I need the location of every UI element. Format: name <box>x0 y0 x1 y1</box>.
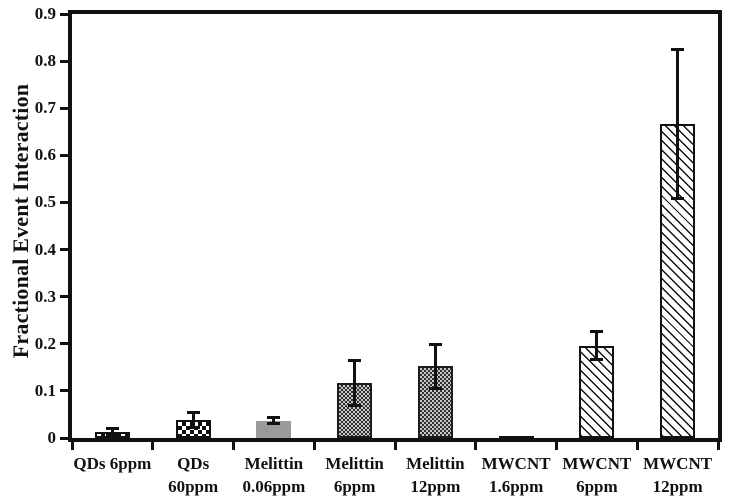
error-bar <box>191 412 195 429</box>
x-category-label-melittin-0-06ppm: Melittin 0.06ppm <box>242 454 306 496</box>
error-bar <box>110 428 114 436</box>
y-tick-label: 0.9 <box>34 4 56 23</box>
x-category-label-qds-6ppm: QDs 6ppm <box>73 454 152 473</box>
bar-mwcnt-1-6ppm <box>498 436 534 438</box>
x-category-label-mwcnt-1-6ppm: MWCNT 1.6ppm <box>481 454 551 496</box>
x-tick-mark <box>635 442 639 450</box>
plot-frame <box>68 10 722 442</box>
y-tick-mark <box>60 389 68 393</box>
y-tick-label: 0.4 <box>34 239 56 259</box>
y-tick-label: 0.3 <box>34 286 56 306</box>
error-bar-top-cap <box>105 427 119 431</box>
x-tick-mark <box>312 442 316 450</box>
x-category-label-mwcnt-6ppm: MWCNT 6ppm <box>562 454 632 496</box>
x-category-label-melittin-6ppm: Melittin 6ppm <box>325 454 384 496</box>
error-bar-top-cap <box>186 411 200 415</box>
error-bar-bottom-cap <box>105 433 119 437</box>
error-bar-bottom-cap <box>590 358 604 362</box>
y-tick-mark <box>60 200 68 204</box>
error-bar <box>272 416 276 425</box>
y-tick-label: 0.6 <box>34 145 56 165</box>
error-bar-bottom-cap <box>348 403 362 407</box>
error-bar-top-cap <box>590 330 604 334</box>
error-bar <box>433 344 437 389</box>
y-tick-mark <box>60 295 68 299</box>
x-tick-mark <box>555 442 558 450</box>
y-tick-label: 0.8 <box>34 51 56 71</box>
y-tick-mark <box>60 12 68 16</box>
error-bar-bottom-cap <box>671 196 685 200</box>
x-tick-mark <box>232 442 235 450</box>
y-tick-label: 0.7 <box>34 98 56 118</box>
y-tick-label: 0.5 <box>34 192 56 212</box>
x-tick-mark <box>70 442 74 450</box>
error-bar-top-cap <box>348 358 362 362</box>
error-bar-bottom-cap <box>186 426 200 430</box>
y-axis-title: Fractional Event Interaction <box>8 83 33 359</box>
error-bar-top-cap <box>428 343 442 347</box>
y-tick-mark <box>60 248 68 252</box>
y-tick-mark <box>60 342 68 346</box>
x-tick-mark <box>716 442 720 450</box>
error-bar <box>353 359 357 406</box>
error-bar-bottom-cap <box>428 386 442 390</box>
x-tick-mark <box>474 442 478 450</box>
x-category-label-melittin-12ppm: Melittin 12ppm <box>406 454 465 496</box>
error-bar-top-cap <box>671 47 685 51</box>
x-tick-mark <box>151 442 155 450</box>
x-category-label-qds-60ppm: QDs 60ppm <box>168 454 219 496</box>
y-tick-mark <box>60 106 68 110</box>
error-bar <box>595 331 599 361</box>
error-bar-top-cap <box>267 415 281 419</box>
error-bar <box>676 48 680 199</box>
y-tick-label: 0.2 <box>34 333 56 353</box>
y-tick-label: 0 <box>47 428 57 447</box>
y-tick-mark <box>60 436 68 440</box>
error-bar-bottom-cap <box>267 422 281 426</box>
y-tick-mark <box>60 59 68 63</box>
x-tick-mark <box>393 442 397 450</box>
y-tick-mark <box>60 153 68 157</box>
x-category-label-mwcnt-12ppm: MWCNT 12ppm <box>643 454 713 496</box>
bar-mwcnt-6ppm <box>579 346 615 438</box>
y-tick-label: 0.1 <box>34 380 56 400</box>
bar-melittin-0-06ppm <box>256 421 292 438</box>
plot-area <box>72 14 718 438</box>
